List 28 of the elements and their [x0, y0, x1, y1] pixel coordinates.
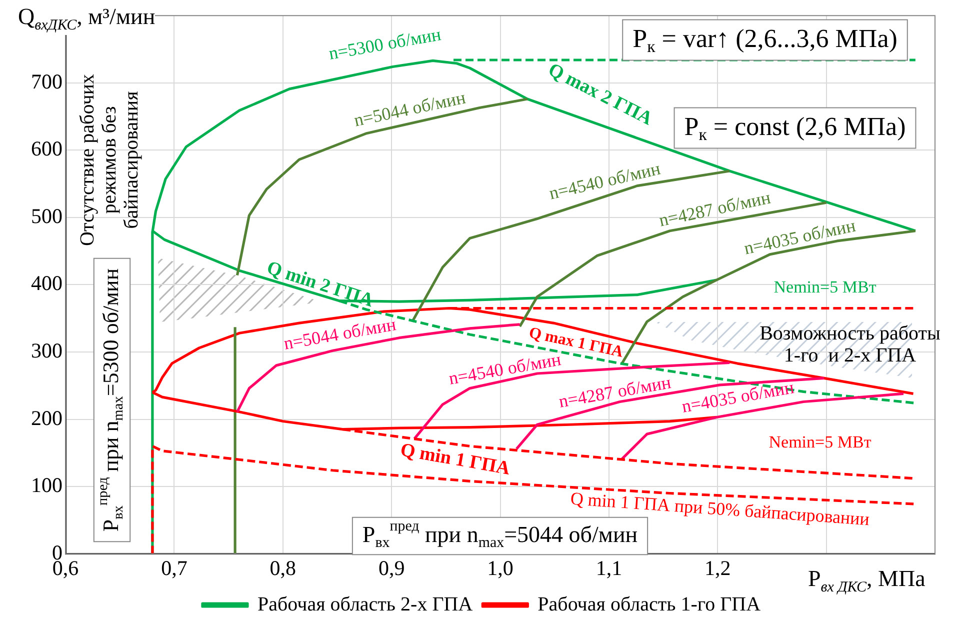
annotation: n=5044 об/мин	[282, 314, 398, 354]
annotation: Q min 1 ГПА	[398, 439, 512, 480]
annotation: n=5300 об/мин	[327, 24, 443, 64]
y-tick-label: 400	[31, 271, 62, 296]
x-tick-label: 1,1	[596, 556, 622, 580]
annotation: Nemin=5 МВт	[768, 432, 872, 452]
y-tick-label: 700	[31, 69, 62, 94]
y-tick-label: 300	[31, 338, 62, 362]
x-tick-label: 1,2	[704, 556, 731, 580]
x-tick-label: 1,0	[487, 556, 514, 580]
annotation: Pвхпред при nmax=5300 об/мин	[94, 268, 126, 532]
y-tick-label: 500	[31, 204, 62, 228]
annotation: Nemin=5 МВт	[774, 277, 877, 296]
x-tick-label: 0,7	[161, 556, 188, 580]
x-tick-label: 0,9	[378, 556, 405, 580]
x-axis-title: P$_{вх ДКС}$, МПа	[808, 566, 926, 597]
annotation: Возможность работы 1-го и 2-х ГПА	[760, 322, 940, 366]
annotation: n=4035 об/мин	[680, 376, 796, 416]
annotation: Отсутствие рабочих режимов без байпасирования	[76, 74, 142, 246]
annotation: n=5044 об/мин	[352, 87, 468, 130]
x-tick-label: 0,8	[270, 556, 296, 580]
legend-label: Рабочая область 1-го ГПА	[538, 593, 762, 616]
y-tick-label: 200	[31, 406, 62, 430]
y-tick-label: 600	[31, 136, 62, 161]
annotation: Q max 2 ГПА	[544, 59, 656, 130]
y-axis-title: Q$_{вхДКС}$, м³/мин	[18, 4, 156, 35]
legend-label: Рабочая область 2-х ГПА	[257, 593, 474, 616]
y-tick-label: 100	[31, 473, 62, 498]
